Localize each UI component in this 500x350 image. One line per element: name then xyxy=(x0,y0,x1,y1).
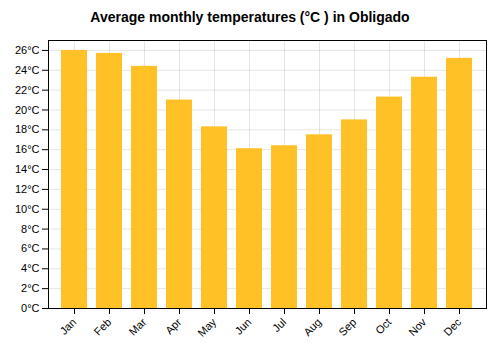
svg-text:Jul: Jul xyxy=(270,316,288,334)
svg-text:24°C: 24°C xyxy=(15,64,40,76)
svg-text:May: May xyxy=(195,315,219,339)
svg-text:16°C: 16°C xyxy=(15,143,40,155)
svg-text:Aug: Aug xyxy=(301,316,323,338)
svg-text:2°C: 2°C xyxy=(21,282,40,294)
svg-text:Oct: Oct xyxy=(373,316,394,337)
svg-text:Sep: Sep xyxy=(336,316,358,338)
svg-text:10°C: 10°C xyxy=(15,203,40,215)
svg-text:4°C: 4°C xyxy=(21,262,40,274)
svg-text:Jan: Jan xyxy=(57,316,78,337)
svg-text:Apr: Apr xyxy=(163,316,184,337)
svg-text:26°C: 26°C xyxy=(15,44,40,56)
svg-text:18°C: 18°C xyxy=(15,123,40,135)
html-text:Average monthly temperatures (: Average monthly temperatures (°C ) in Ob… xyxy=(90,9,410,25)
svg-text:Jun: Jun xyxy=(232,316,253,337)
svg-text:14°C: 14°C xyxy=(15,163,40,175)
svg-text:8°C: 8°C xyxy=(21,223,40,235)
svg-text:20°C: 20°C xyxy=(15,104,40,116)
svg-text:12°C: 12°C xyxy=(15,183,40,195)
svg-text:6°C: 6°C xyxy=(21,242,40,254)
svg-text:22°C: 22°C xyxy=(15,84,40,96)
svg-text:Mar: Mar xyxy=(127,316,149,338)
svg-text:Dec: Dec xyxy=(441,315,464,338)
svg-text:Feb: Feb xyxy=(92,316,114,338)
svg-text:Nov: Nov xyxy=(406,315,429,338)
svg-text:0°C: 0°C xyxy=(21,302,40,314)
